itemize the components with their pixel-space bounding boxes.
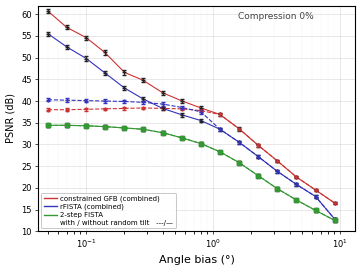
Text: Compression 0%: Compression 0% [238, 12, 314, 21]
Legend: constrained GFB (combined), rFISTA (combined), 2-step FISTA, with / without rand: constrained GFB (combined), rFISTA (comb… [41, 193, 176, 228]
Y-axis label: PSNR (dB): PSNR (dB) [5, 93, 16, 143]
X-axis label: Angle bias (°): Angle bias (°) [159, 256, 235, 265]
